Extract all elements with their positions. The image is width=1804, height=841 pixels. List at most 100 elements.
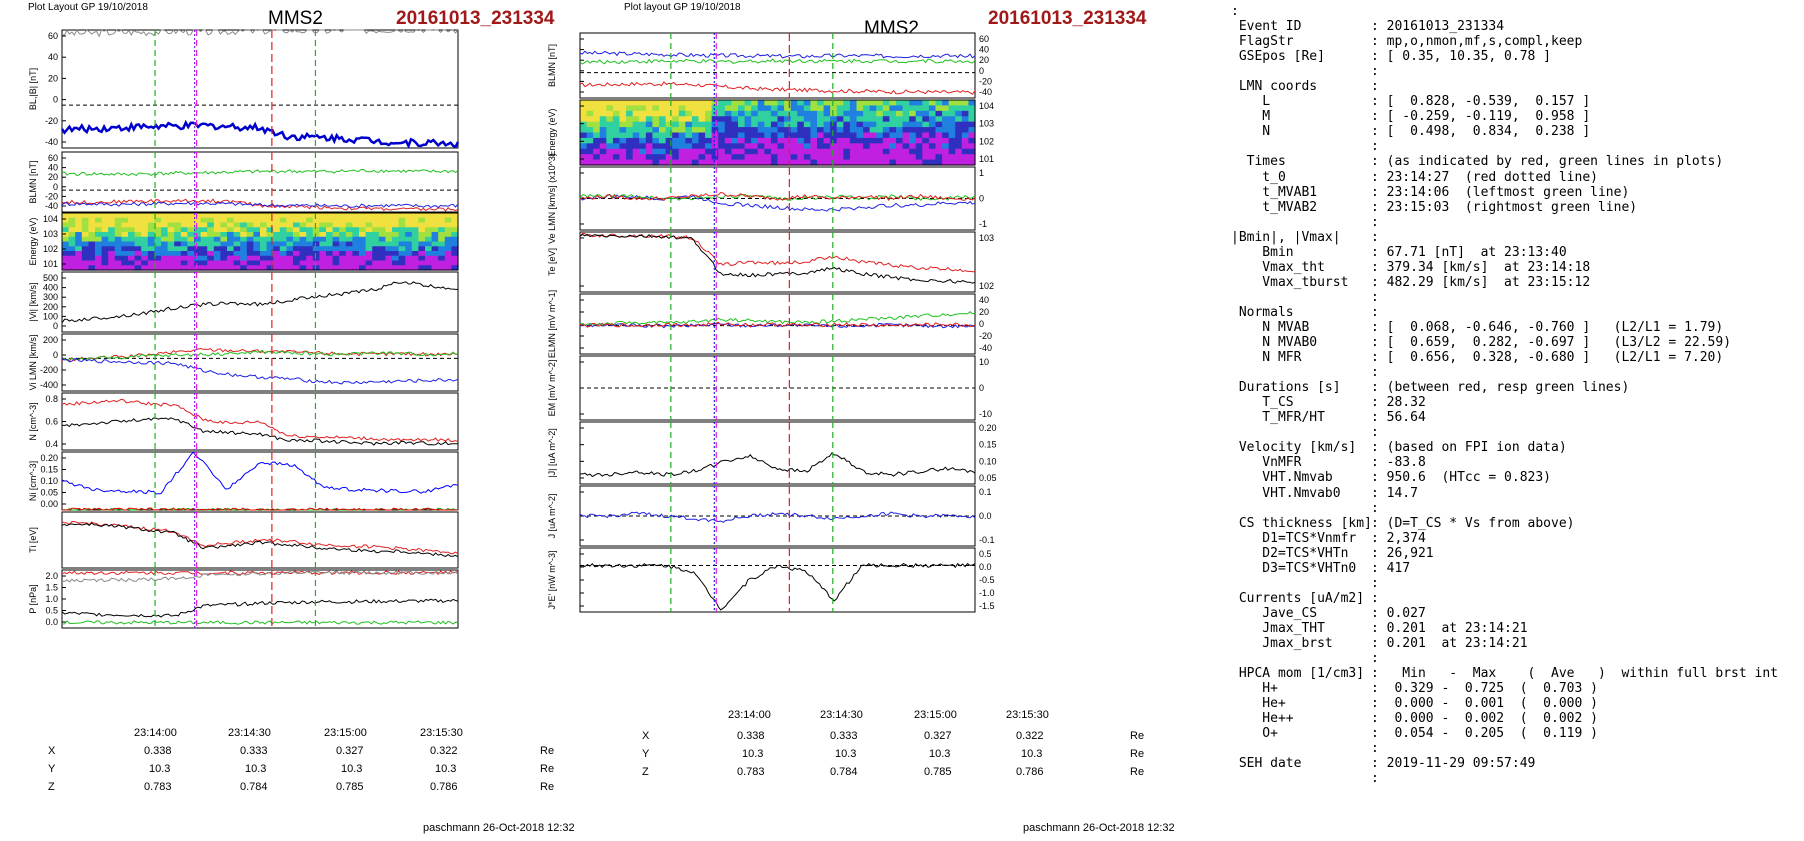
spectrogram-cell <box>882 143 891 150</box>
spectrogram-cell <box>948 137 956 144</box>
spectrogram-cell <box>691 143 700 150</box>
spectrogram-cell <box>678 143 686 150</box>
spectrogram-cell <box>830 143 838 150</box>
info-row: : <box>1231 215 1801 230</box>
spectrogram-cell <box>266 265 274 271</box>
spectrogram-cell <box>240 213 248 219</box>
spectrogram-cell <box>757 137 765 144</box>
spectrogram-cell <box>187 241 195 247</box>
spectrogram-cell <box>770 110 779 117</box>
spectrogram-cell <box>738 110 746 117</box>
y-tick-label: 0.00 <box>40 499 58 509</box>
spectrogram-cell <box>260 236 268 243</box>
spectrogram-cell <box>75 222 83 228</box>
spectrogram-cell <box>724 121 733 128</box>
spectrogram-cell <box>352 236 360 243</box>
spectrogram-cell <box>968 127 976 134</box>
spectrogram-cell <box>451 213 459 219</box>
spectrogram-cell <box>705 100 713 107</box>
spectrogram-cell <box>365 213 373 219</box>
spectrogram-cell <box>352 241 360 247</box>
spectrogram-cell <box>968 121 976 128</box>
spectrogram-cell <box>652 100 660 107</box>
info-row: T_MFR/HT: 56.64 <box>1231 410 1801 425</box>
spectrogram-cell <box>580 100 588 107</box>
spectrogram-cell <box>147 236 155 243</box>
spectrogram-cell <box>81 227 89 233</box>
info-value: : 482.29 [km/s] at 23:15:12 <box>1371 274 1591 290</box>
info-row: : <box>1231 741 1801 756</box>
spectrogram-cell <box>319 236 327 243</box>
spectrogram-cell <box>240 217 248 224</box>
spectrogram-cell <box>418 213 426 219</box>
spectrogram-cell <box>948 110 956 117</box>
spectrogram-cell <box>306 241 314 247</box>
info-row: He++: 0.000 - 0.002 ( 0.002 ) <box>1231 711 1801 726</box>
spectrogram-cell <box>128 241 136 247</box>
spectrogram-cell <box>790 132 798 139</box>
spectrogram-cell <box>849 110 858 117</box>
spectrogram-cell <box>194 265 202 271</box>
spectrogram-cell <box>915 154 923 161</box>
spectrogram-cell <box>306 255 314 262</box>
spectrogram-cell <box>797 121 805 128</box>
spectrogram-cell <box>411 222 419 228</box>
spectrogram-cell <box>128 213 136 219</box>
spectrogram-cell <box>147 227 155 233</box>
spectrogram-cell <box>678 137 686 144</box>
info-key: VHT.Nmvab <box>1231 470 1333 486</box>
spectrogram-cell <box>266 222 274 228</box>
spectrogram-cell <box>81 251 89 257</box>
spectrogram-cell <box>279 213 287 219</box>
spectrogram-cell <box>246 213 254 219</box>
spectrogram-cell <box>619 148 627 155</box>
spectrogram-cell <box>253 251 261 257</box>
spectrogram-cell <box>724 143 733 150</box>
spectrogram-cell <box>928 116 937 123</box>
spectrogram-cell <box>260 232 268 238</box>
spectrogram-cell <box>227 232 235 238</box>
info-value: : -83.8 <box>1371 455 1426 471</box>
y-tick-label: 100 <box>43 311 58 321</box>
spectrogram-cell <box>352 222 360 228</box>
spectrogram-cell <box>968 143 976 150</box>
spectrogram-cell <box>299 251 307 257</box>
spectrogram-cell <box>764 154 772 161</box>
spectrogram-cell <box>823 110 831 117</box>
info-row: FlagStr: mp,o,nmon,mf,s,compl,keep <box>1231 34 1801 49</box>
info-value: : [ 0.656, 0.328, -0.680 ] (L2/L1 = 7.20… <box>1371 350 1724 366</box>
spectrogram-cell <box>451 265 459 271</box>
spectrogram-cell <box>227 236 235 243</box>
spectrogram-cell <box>691 148 700 155</box>
spectrogram-cell <box>167 217 175 224</box>
spectrogram-cell <box>68 260 76 266</box>
spectrogram-cell <box>935 105 943 112</box>
info-key: T_CS <box>1231 395 1294 411</box>
spectrogram-cell <box>345 217 353 224</box>
spectrogram-cell <box>253 236 261 243</box>
spectrogram-cell <box>345 260 353 266</box>
spectrogram-cell <box>444 260 452 266</box>
series-line <box>579 81 976 95</box>
spectrogram-cell <box>817 132 825 139</box>
spectrogram-cell <box>856 105 864 112</box>
spectrogram-cell <box>299 222 307 228</box>
spectrogram-cell <box>187 232 195 238</box>
spectrogram-cell <box>942 127 950 134</box>
spectrogram-cell <box>606 121 614 128</box>
spectrogram-cell <box>843 154 851 161</box>
spectrogram-cell <box>299 217 307 224</box>
spectrogram-cell <box>286 236 294 243</box>
info-value: : 0.000 - 0.002 ( 0.002 ) <box>1371 711 1598 727</box>
spectrogram-cell <box>134 265 142 271</box>
spectrogram-cell <box>425 241 433 247</box>
spectrogram-cell <box>672 110 680 117</box>
spectrogram-cell <box>738 100 746 107</box>
spectrogram-cell <box>233 251 241 257</box>
spectrogram-cell <box>425 265 433 271</box>
series-line <box>579 191 976 202</box>
spectrogram-cell <box>810 116 818 123</box>
spectrogram-cell <box>293 255 301 262</box>
left-orbit-z-2: 0.784 <box>240 781 268 793</box>
spectrogram-cell <box>935 116 943 123</box>
